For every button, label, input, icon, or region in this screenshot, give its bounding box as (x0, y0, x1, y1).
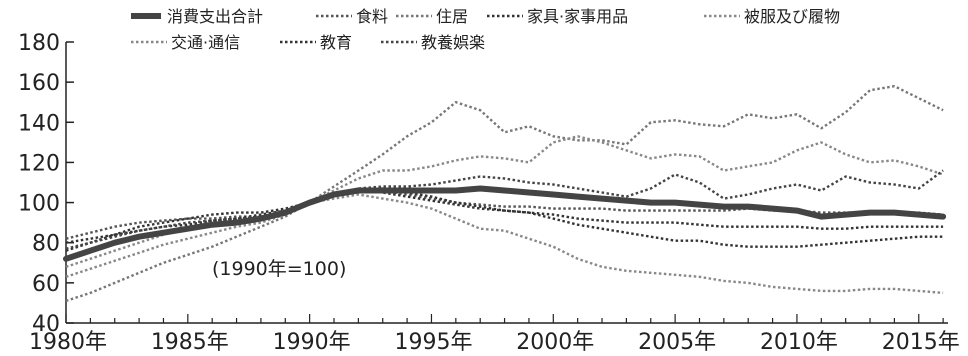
series-line (66, 195, 943, 293)
legend-label: 教養娯楽 (421, 33, 485, 52)
x-tick-label: 1995年 (394, 330, 472, 355)
x-tick-label: 1980年 (29, 330, 107, 355)
scale-annotation: (1990年=100) (212, 258, 346, 280)
y-tick-label: 120 (18, 151, 60, 176)
legend-label: 被服及び履物 (744, 7, 840, 26)
x-tick-label: 1985年 (151, 330, 229, 355)
legend-label: 交通·通信 (171, 33, 240, 52)
x-tick-label: 1990年 (273, 330, 351, 355)
y-tick-label: 100 (18, 192, 60, 217)
y-tick-label: 80 (32, 232, 60, 257)
series-line (66, 189, 943, 259)
y-tick-label: 180 (18, 31, 60, 56)
x-tick-label: 2000年 (516, 330, 594, 355)
legend-label: 教育 (320, 33, 352, 52)
series-line (66, 191, 943, 251)
y-tick-label: 140 (18, 111, 60, 136)
series-line (66, 86, 943, 301)
legend-label: 家具·家事用品 (527, 7, 628, 26)
x-tick-label: 2010年 (760, 330, 838, 355)
x-tick-label: 2015年 (882, 330, 960, 355)
x-tick-label: 2005年 (638, 330, 716, 355)
y-tick-label: 160 (18, 71, 60, 96)
plot-area (66, 86, 943, 301)
legend-label: 食料 (356, 7, 388, 26)
legend-label: 住居 (436, 7, 468, 26)
legend-label: 消費支出合計 (167, 7, 263, 26)
y-tick-label: 60 (32, 272, 60, 297)
